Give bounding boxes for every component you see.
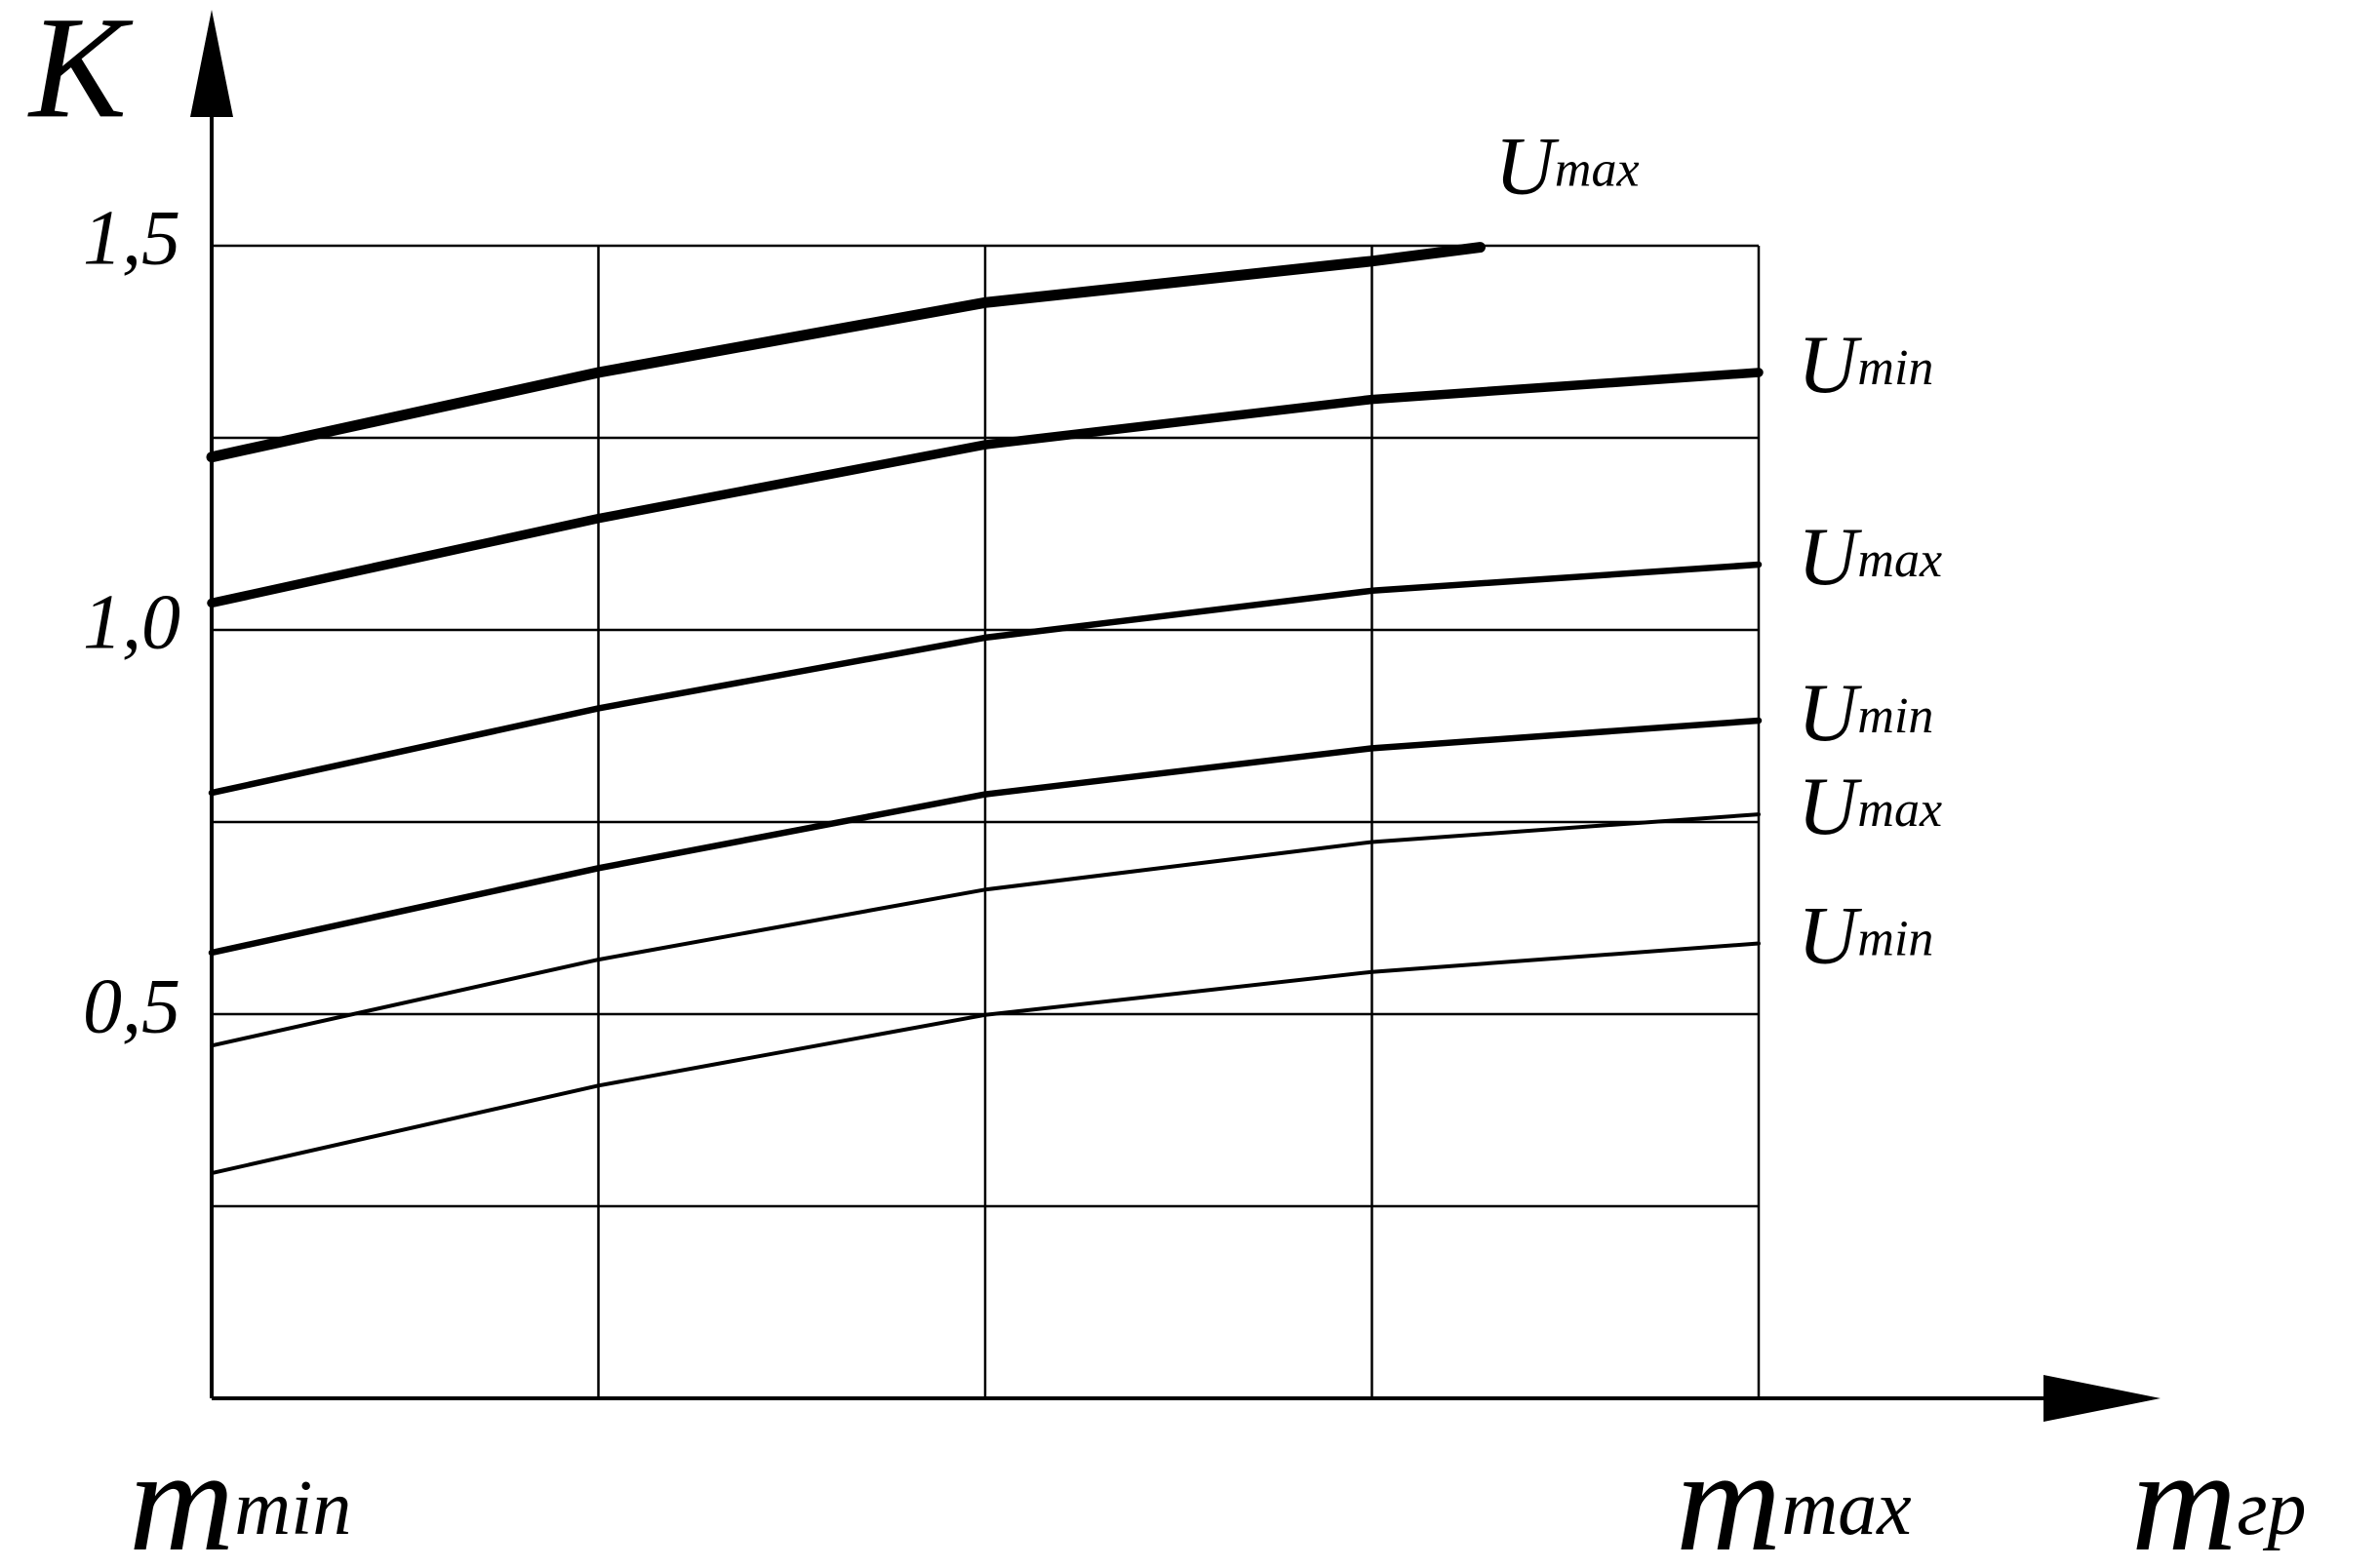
x-axis-label-main: m [2131,1420,2237,1568]
line-series [206,242,1486,463]
series-label: Umin [1798,889,1933,981]
line-series [210,812,1761,1048]
line-series [207,368,1764,608]
series-label: Umin [1798,666,1933,758]
x-tick-label-main: m [1676,1420,1781,1568]
x-tick-label-sub: min [234,1466,351,1551]
x-axis-label: mгр [2131,1420,2307,1568]
y-tick-label: 1,5 [83,195,180,281]
y-axis-arrow [190,10,233,117]
y-axis-label: K [27,0,134,148]
series-label-sub: min [1857,911,1933,966]
line-series [210,941,1761,1176]
series-label-main: U [1798,761,1862,852]
line-series [208,561,1763,797]
series-label-sub: max [1555,142,1640,198]
line-series [208,717,1763,957]
x-axis-arrow [2043,1375,2161,1422]
y-tick-label: 0,5 [83,963,180,1049]
series-label-main: U [1798,511,1862,603]
series-label: Umin [1798,319,1933,411]
series-label-sub: max [1857,782,1942,838]
x-tick-label-main: m [129,1420,234,1568]
x-axis-label-sub: гр [2237,1466,2306,1551]
series-label-sub: max [1857,532,1942,588]
y-tick-label: 1,0 [83,579,180,665]
series-label-main: U [1495,120,1560,212]
series-label: Umax [1798,511,1942,603]
x-tick-label: mmin [129,1420,351,1568]
series-label-sub: min [1857,688,1933,744]
x-tick-label: mmax [1676,1420,1912,1568]
series-label: Umax [1495,120,1640,212]
series-label-main: U [1798,319,1862,411]
x-tick-label-sub: max [1781,1466,1911,1551]
series-label-sub: min [1857,340,1933,396]
series-label: Umax [1798,761,1942,852]
series-label-main: U [1798,666,1862,758]
series-label-main: U [1798,889,1862,981]
